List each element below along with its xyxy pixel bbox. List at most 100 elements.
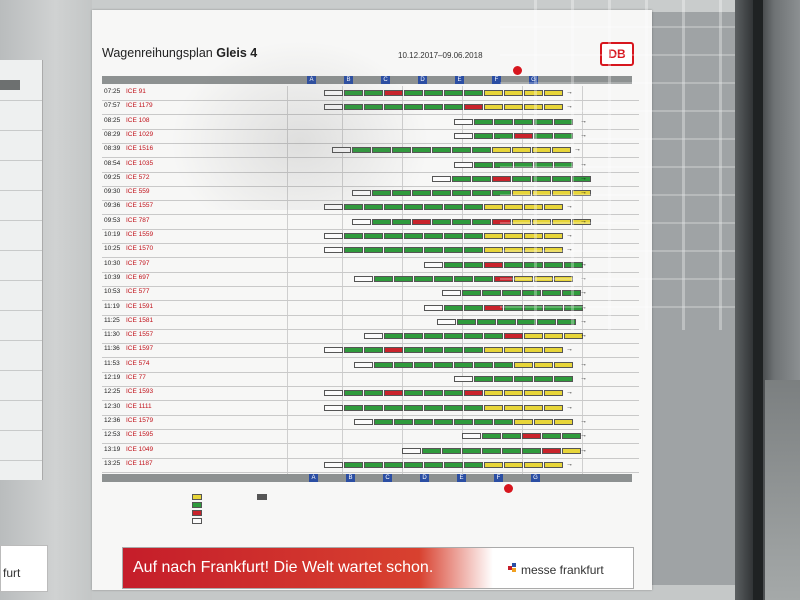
departure-time: 09:30 bbox=[104, 188, 121, 196]
rail-car bbox=[554, 361, 573, 368]
rail-car bbox=[432, 175, 451, 182]
train-number: ICE 1559 bbox=[126, 231, 154, 238]
rail-car bbox=[402, 447, 421, 454]
train-number: ICE 1179 bbox=[126, 102, 153, 110]
rail-car bbox=[454, 361, 473, 368]
rail-car bbox=[364, 390, 383, 397]
rail-car bbox=[534, 376, 553, 382]
rail-car bbox=[414, 418, 433, 425]
rail-car bbox=[474, 132, 493, 139]
train-number: ICE 1591 bbox=[126, 302, 154, 310]
rail-car bbox=[532, 175, 551, 182]
table-row: 11:25 ICE 1581 → bbox=[102, 315, 639, 330]
rail-car bbox=[324, 247, 343, 254]
rail-car bbox=[484, 261, 503, 268]
poster-title-prefix: Wagenreihungsplan bbox=[102, 46, 213, 60]
neighbour-poster-rule bbox=[0, 190, 42, 191]
rail-car bbox=[494, 118, 513, 125]
rail-car bbox=[572, 190, 591, 197]
rail-car bbox=[534, 161, 553, 168]
rail-car bbox=[352, 218, 371, 225]
rail-car bbox=[482, 447, 501, 454]
rail-car bbox=[457, 318, 476, 325]
rail-car bbox=[404, 90, 423, 96]
rail-car bbox=[554, 275, 573, 282]
rail-car bbox=[464, 404, 483, 411]
train-number: ICE 1570 bbox=[126, 245, 154, 253]
rail-car bbox=[444, 390, 463, 397]
table-row: 09:30 ICE 559 → bbox=[102, 186, 639, 202]
rail-car bbox=[464, 304, 483, 311]
rail-car bbox=[364, 333, 383, 340]
rail-car bbox=[492, 147, 511, 154]
departure-time: 12:25 bbox=[104, 388, 121, 396]
direction-arrow-icon: → bbox=[580, 303, 587, 311]
banner-red-band bbox=[123, 548, 493, 588]
rail-car bbox=[364, 404, 383, 411]
rail-car bbox=[434, 275, 453, 282]
validity-dates: 10.12.2017–09.06.2018 bbox=[398, 51, 483, 60]
rail-car bbox=[494, 132, 513, 139]
banner-slogan: Auf nach Frankfurt! Die Welt wartet scho… bbox=[133, 559, 434, 576]
rail-car bbox=[432, 190, 451, 197]
sector-label-f: F bbox=[494, 474, 503, 482]
rail-car bbox=[472, 190, 491, 197]
messe-frankfurt-logo-icon bbox=[508, 563, 518, 573]
table-row: 12:25 ICE 1593 → bbox=[102, 386, 639, 402]
rail-car bbox=[504, 204, 523, 211]
rail-car bbox=[504, 261, 523, 268]
rail-car bbox=[454, 132, 473, 139]
rail-car bbox=[524, 90, 543, 96]
sector-label-f: F bbox=[492, 76, 501, 84]
rail-car bbox=[514, 275, 533, 282]
rail-car bbox=[524, 261, 543, 268]
departure-time: 10:19 bbox=[104, 231, 121, 238]
train-number: ICE 77 bbox=[126, 374, 146, 381]
rail-car bbox=[354, 418, 373, 425]
direction-arrow-icon: → bbox=[566, 89, 573, 96]
rail-car bbox=[354, 275, 373, 282]
legend-locomotive-swatch bbox=[257, 494, 267, 500]
direction-arrow-icon: → bbox=[580, 446, 587, 454]
sector-label-d: D bbox=[418, 76, 427, 84]
rail-car bbox=[482, 433, 501, 440]
rail-car bbox=[512, 147, 531, 154]
window-frame-top bbox=[92, 0, 735, 12]
neighbour-poster-rule bbox=[0, 220, 42, 221]
rail-car bbox=[472, 218, 491, 225]
rail-car bbox=[352, 190, 371, 197]
rail-car bbox=[524, 247, 543, 254]
rail-car bbox=[404, 104, 423, 111]
rail-car bbox=[364, 90, 383, 96]
sector-label-g: G bbox=[529, 76, 538, 84]
train-number: ICE 1111 bbox=[126, 402, 152, 410]
table-column-rule bbox=[287, 86, 288, 478]
table-row: 11:30 ICE 1557 → bbox=[102, 329, 639, 345]
rail-car bbox=[477, 318, 496, 325]
rail-car bbox=[384, 333, 403, 340]
rail-car bbox=[484, 390, 503, 397]
rail-car bbox=[544, 247, 563, 254]
rail-car bbox=[324, 90, 343, 96]
neighbour-banner: furt bbox=[0, 545, 48, 592]
legend bbox=[112, 492, 622, 542]
train-number: ICE 697 bbox=[126, 273, 150, 281]
direction-arrow-icon: → bbox=[580, 174, 587, 182]
table-row: 09:36 ICE 1557 → bbox=[102, 200, 639, 216]
rail-car bbox=[492, 218, 511, 225]
platform-floor bbox=[765, 380, 800, 600]
rail-car bbox=[494, 376, 513, 382]
neighbour-poster-rule bbox=[0, 250, 42, 251]
train-number: ICE 572 bbox=[126, 173, 150, 181]
rail-car bbox=[462, 447, 481, 454]
direction-arrow-icon: → bbox=[566, 246, 573, 254]
rail-car bbox=[424, 104, 443, 111]
rail-car bbox=[534, 132, 553, 139]
table-row: 08:54 ICE 1035 → bbox=[102, 158, 639, 173]
rail-car bbox=[542, 447, 561, 454]
rail-car bbox=[437, 318, 456, 325]
rail-car bbox=[524, 390, 543, 397]
train-number: ICE 91 bbox=[126, 88, 146, 95]
rail-car bbox=[392, 190, 411, 197]
rail-car bbox=[384, 247, 403, 254]
